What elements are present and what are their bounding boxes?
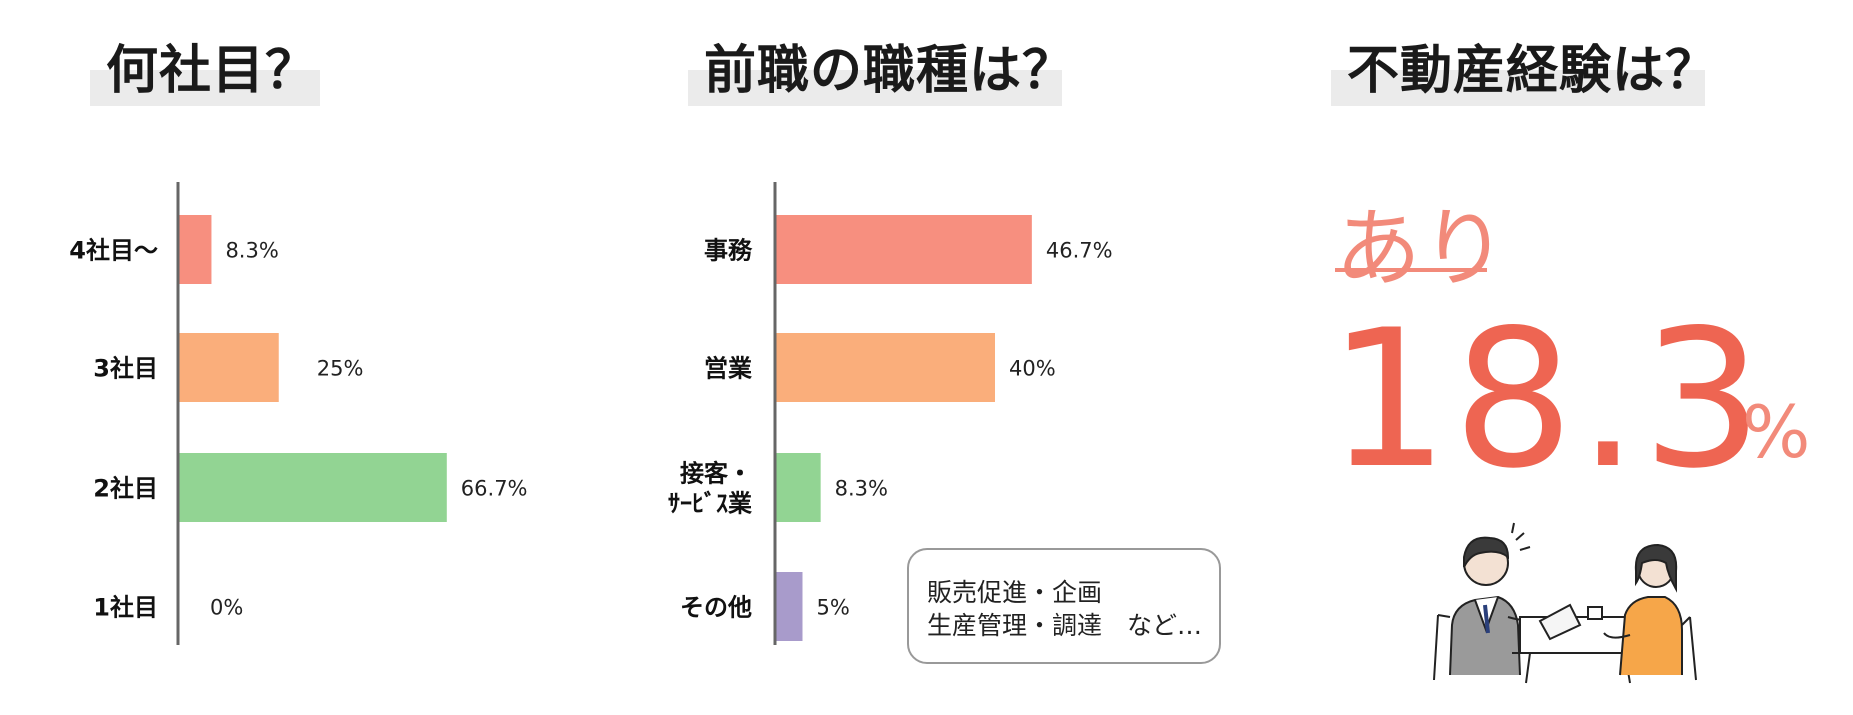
table (1512, 603, 1640, 684)
data-label: 25% (317, 357, 364, 381)
bar (178, 215, 212, 284)
bar (775, 215, 1032, 284)
title-highlight (688, 70, 1062, 106)
category-label: その他 (680, 594, 752, 622)
category-label: 営業 (704, 355, 752, 383)
data-label: 40% (1009, 357, 1056, 381)
bar (178, 453, 447, 522)
bar-chart-1: 8.3% 4社目～ 25% 3社目 66.7% 2社目 0% 1社目 (69, 182, 528, 645)
note-line-2: 生産管理・調達 など… (927, 611, 1203, 640)
bar (775, 572, 803, 641)
experience-label-underline (1335, 268, 1487, 272)
title-company-count-wrap: 何社目？ (90, 28, 320, 108)
data-label: 8.3% (835, 477, 888, 501)
title-prev-job-wrap: 前職の職種は？ (688, 28, 1074, 108)
data-label: 66.7% (461, 477, 528, 501)
category-label: ｻｰﾋﾞｽ業 (668, 490, 752, 518)
experience-unit: % (1742, 390, 1811, 474)
category-label: 1社目 (93, 594, 158, 622)
title-prev-job: 前職の職種は？ (704, 41, 1076, 101)
category-label: 2社目 (93, 475, 158, 503)
experience-label: あり (1335, 199, 1507, 299)
bar (178, 333, 279, 402)
title-experience: 不動産経験は？ (1347, 41, 1719, 101)
bar-chart-2: 46.7% 事務 40% 営業 8.3% 接客・ｻｰﾋﾞｽ業 5% その他 (668, 182, 1113, 645)
title-highlight (1331, 70, 1705, 106)
category-label: 接客・ (680, 460, 752, 488)
experience-value: 18.3 (1328, 289, 1768, 510)
man-figure (1433, 522, 1536, 681)
other-jobs-note: 販売促進・企画 生産管理・調達 など… (907, 548, 1221, 664)
data-label: 46.7% (1046, 239, 1113, 263)
title-highlight (90, 70, 320, 106)
data-label: 0% (210, 596, 243, 620)
category-label: 3社目 (93, 355, 158, 383)
bar (775, 453, 821, 522)
note-line-1: 販売促進・企画 (927, 578, 1103, 607)
woman-figure (1603, 543, 1697, 681)
meeting-illustration (1433, 522, 1697, 684)
title-experience-wrap: 不動産経験は？ (1331, 28, 1717, 108)
category-label: 事務 (704, 237, 753, 265)
data-label: 5% (817, 596, 850, 620)
bar (775, 333, 995, 402)
category-label: 4社目～ (69, 237, 158, 265)
title-company-count: 何社目？ (106, 41, 319, 101)
data-label: 8.3% (225, 239, 278, 263)
